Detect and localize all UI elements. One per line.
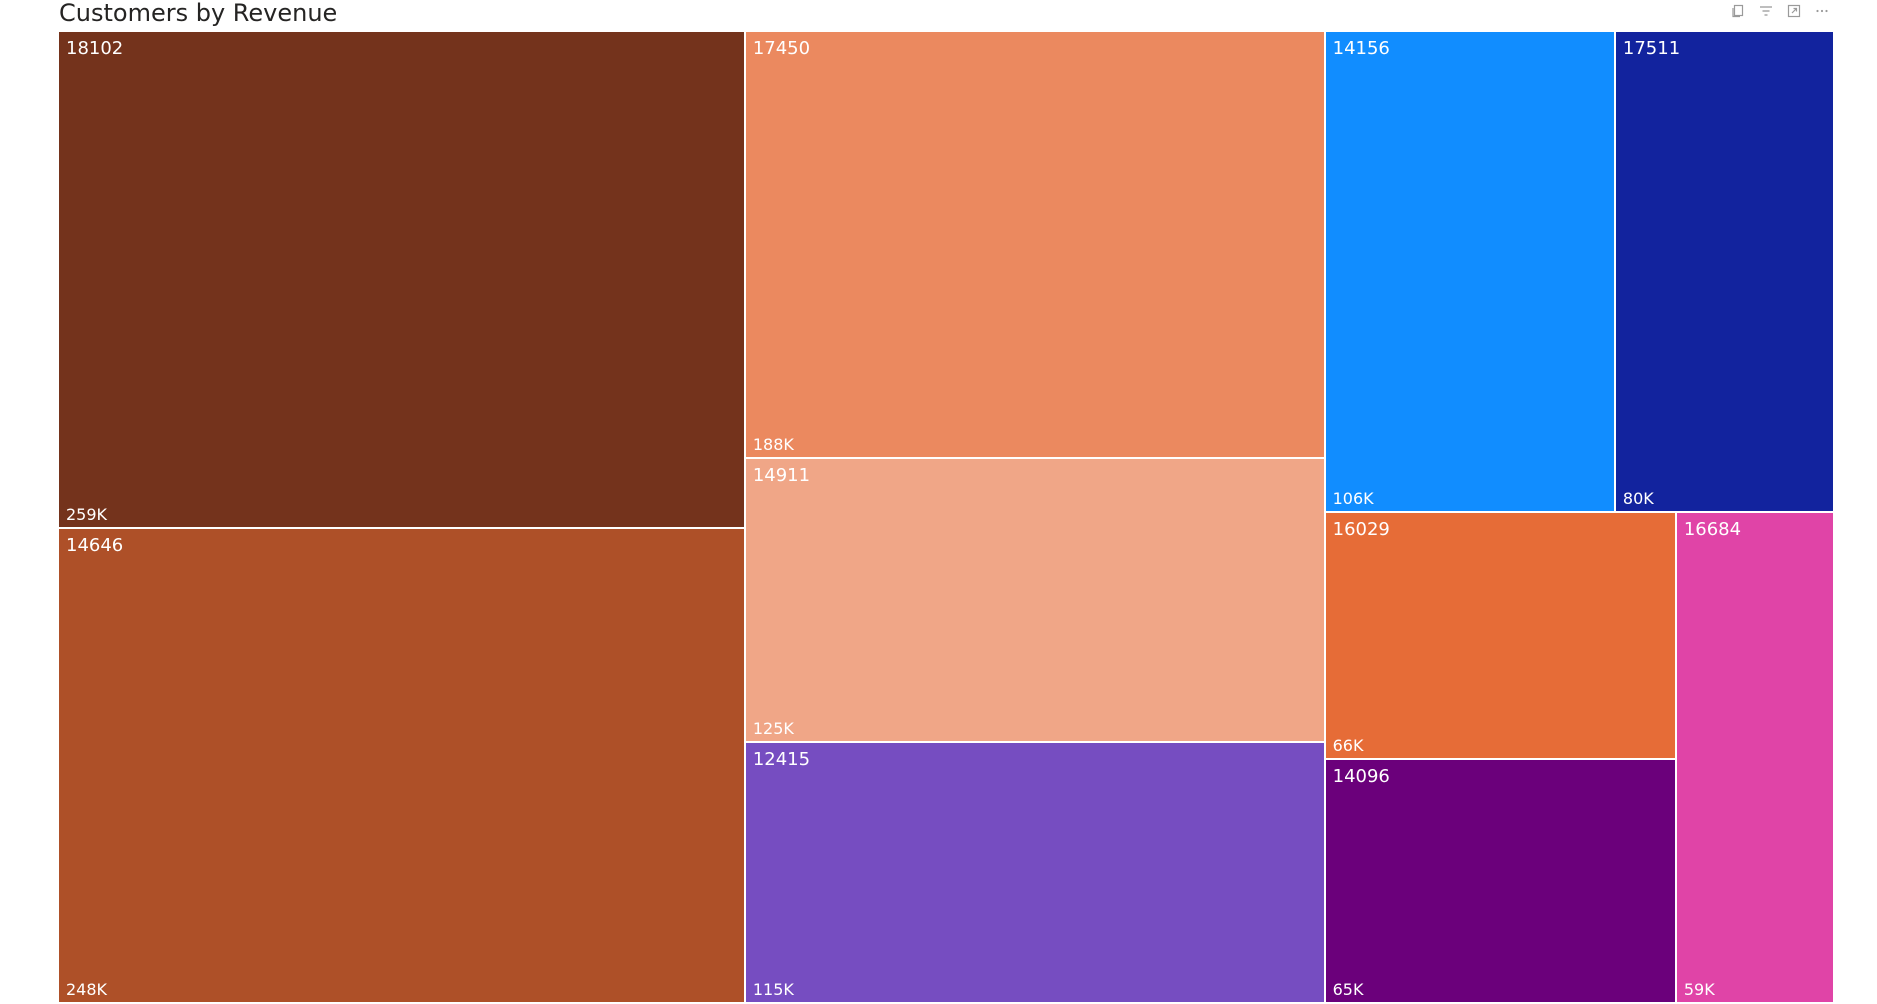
treemap-area: 18102 259K 14646 248K 17450 188K 14911 125K 1241… (59, 32, 1835, 1004)
treemap-tile-16684[interactable]: 16684 59K (1676, 512, 1835, 1004)
treemap-tile-17450[interactable]: 17450 188K (745, 32, 1326, 459)
tile-category-label: 14156 (1332, 38, 1390, 59)
tile-value-label: 66K (1332, 736, 1364, 756)
tile-value-label: 80K (1622, 488, 1654, 508)
tile-category-label: 14646 (66, 534, 124, 556)
treemap-tile-14156[interactable]: 14156 106K (1325, 32, 1616, 513)
tile-category-label: 12415 (752, 748, 811, 770)
tile-value-label: 259K (66, 504, 108, 524)
tile-value-label: 59K (1683, 979, 1715, 999)
tile-value-label: 65K (1332, 979, 1364, 999)
tile-value-label: 125K (752, 718, 794, 738)
tile-category-label: 17450 (752, 38, 811, 59)
focus-mode-icon[interactable] (1787, 4, 1801, 18)
tile-value-label: 115K (752, 979, 794, 999)
treemap-tile-12415[interactable]: 12415 115K (745, 742, 1326, 1004)
tile-value-label: 188K (752, 434, 794, 454)
tile-value-label: 248K (66, 979, 108, 999)
tile-category-label: 16684 (1683, 518, 1742, 540)
visual-title: Customers by Revenue (59, 0, 338, 27)
tile-value-label: 106K (1332, 488, 1374, 508)
treemap-tile-14911[interactable]: 14911 125K (745, 458, 1326, 743)
filter-icon[interactable] (1759, 4, 1773, 18)
tile-category-label: 14911 (752, 464, 811, 486)
copy-icon[interactable] (1731, 4, 1745, 18)
tile-category-label: 17511 (1622, 38, 1681, 59)
tile-category-label: 18102 (66, 38, 124, 59)
more-options-icon[interactable] (1815, 4, 1829, 18)
treemap-tile-14096[interactable]: 14096 65K (1325, 760, 1677, 1004)
treemap-tile-17511[interactable]: 17511 80K (1615, 32, 1835, 513)
treemap-tile-14646[interactable]: 14646 248K (59, 528, 746, 1004)
treemap-tile-16029[interactable]: 16029 66K (1325, 512, 1677, 761)
tile-category-label: 16029 (1332, 518, 1390, 540)
tile-category-label: 14096 (1332, 766, 1390, 788)
treemap-tile-18102[interactable]: 18102 259K (59, 32, 746, 529)
visual-header-icons (1731, 4, 1829, 18)
